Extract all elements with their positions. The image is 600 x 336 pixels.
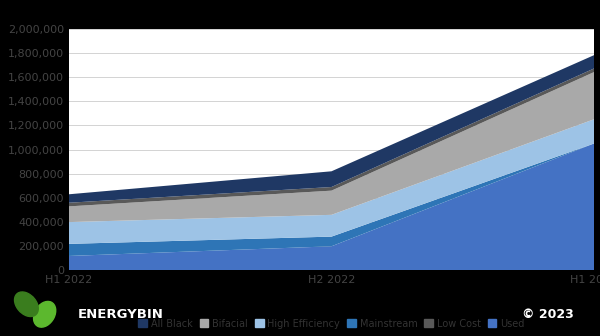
Text: © 2023: © 2023 xyxy=(522,308,574,321)
Ellipse shape xyxy=(14,292,38,317)
Title: PV Module Supply: PV Module Supply xyxy=(247,6,416,24)
Ellipse shape xyxy=(34,301,56,327)
Legend: All Black, Bifacial, High Efficiency, Mainstream, Low Cost, Used: All Black, Bifacial, High Efficiency, Ma… xyxy=(139,319,524,329)
Text: ENERGYBIN: ENERGYBIN xyxy=(78,308,164,321)
